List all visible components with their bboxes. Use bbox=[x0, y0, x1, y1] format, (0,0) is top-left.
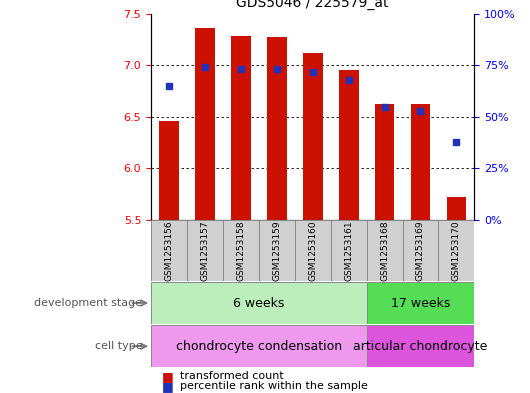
Text: development stage: development stage bbox=[34, 298, 146, 308]
Bar bbox=[402, 220, 438, 281]
Text: chondrocyte condensation: chondrocyte condensation bbox=[176, 340, 342, 353]
Bar bbox=[438, 220, 474, 281]
Bar bbox=[159, 121, 179, 220]
Bar bbox=[339, 70, 358, 220]
Text: 17 weeks: 17 weeks bbox=[391, 296, 450, 310]
Bar bbox=[151, 325, 367, 367]
Bar bbox=[331, 220, 367, 281]
Text: GSM1253168: GSM1253168 bbox=[380, 220, 389, 281]
Bar bbox=[295, 220, 331, 281]
Bar bbox=[367, 325, 474, 367]
Text: articular chondrocyte: articular chondrocyte bbox=[354, 340, 488, 353]
Text: ■: ■ bbox=[162, 380, 178, 393]
Bar bbox=[195, 28, 215, 220]
Bar bbox=[411, 103, 430, 220]
Bar bbox=[187, 220, 223, 281]
Bar bbox=[303, 53, 323, 220]
Bar bbox=[151, 282, 367, 324]
Text: transformed count: transformed count bbox=[180, 371, 284, 381]
Text: GSM1253157: GSM1253157 bbox=[200, 220, 209, 281]
Text: GSM1253170: GSM1253170 bbox=[452, 220, 461, 281]
Bar bbox=[231, 37, 251, 220]
Title: GDS5046 / 225579_at: GDS5046 / 225579_at bbox=[236, 0, 389, 10]
Text: GSM1253156: GSM1253156 bbox=[164, 220, 173, 281]
Text: GSM1253161: GSM1253161 bbox=[344, 220, 353, 281]
Text: ■: ■ bbox=[162, 369, 178, 383]
Bar bbox=[446, 197, 466, 220]
Text: percentile rank within the sample: percentile rank within the sample bbox=[180, 381, 368, 391]
Text: GSM1253160: GSM1253160 bbox=[308, 220, 317, 281]
Text: GSM1253158: GSM1253158 bbox=[236, 220, 245, 281]
Bar bbox=[151, 220, 187, 281]
Bar bbox=[223, 220, 259, 281]
Bar bbox=[367, 282, 474, 324]
Text: 6 weeks: 6 weeks bbox=[233, 296, 285, 310]
Text: GSM1253169: GSM1253169 bbox=[416, 220, 425, 281]
Bar bbox=[267, 37, 287, 220]
Text: GSM1253159: GSM1253159 bbox=[272, 220, 281, 281]
Text: cell type: cell type bbox=[95, 341, 146, 351]
Bar bbox=[375, 103, 394, 220]
Bar bbox=[367, 220, 402, 281]
Bar bbox=[259, 220, 295, 281]
